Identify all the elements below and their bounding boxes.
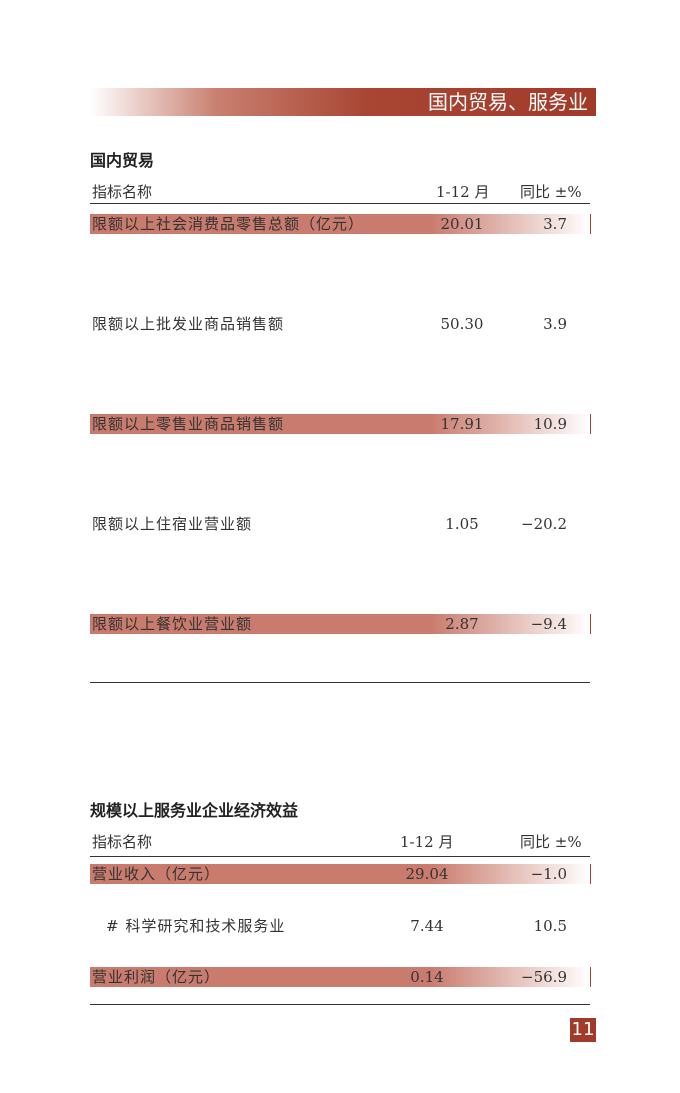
- row-name: 限额以上批发业商品销售额: [92, 315, 285, 333]
- divider: [90, 682, 590, 683]
- row-highlight: [90, 967, 591, 987]
- row-value: 20.01: [440, 215, 484, 233]
- row-yoy: −1.0: [530, 865, 567, 883]
- row-value: 1.05: [445, 515, 479, 533]
- row-name: # 科学研究和技术服务业: [106, 917, 286, 935]
- row-value: 7.44: [410, 917, 444, 935]
- row-value: 50.30: [440, 315, 484, 333]
- header-period: 1-12 月: [436, 183, 490, 201]
- divider: [90, 1004, 590, 1005]
- divider: [90, 856, 590, 857]
- banner-title: 国内贸易、服务业: [428, 90, 588, 114]
- row-name: 营业利润（亿元）: [92, 968, 221, 986]
- domestic-trade-title: 国内贸易: [90, 151, 155, 170]
- header-indicator: 指标名称: [92, 833, 153, 851]
- row-highlight: [90, 214, 591, 234]
- row-highlight: [90, 864, 591, 884]
- row-yoy: 10.9: [533, 415, 567, 433]
- row-highlight: [90, 614, 591, 634]
- header-yoy: 同比 ±%: [520, 833, 582, 851]
- section-banner: 国内贸易、服务业: [90, 88, 596, 116]
- row-yoy: 3.9: [543, 315, 567, 333]
- row-value: 17.91: [440, 415, 484, 433]
- services-title: 规模以上服务业企业经济效益: [90, 801, 299, 820]
- page-number: 11: [570, 1018, 596, 1042]
- row-name: 限额以上住宿业营业额: [92, 515, 253, 533]
- divider: [90, 203, 590, 204]
- row-value: 2.87: [445, 615, 479, 633]
- row-yoy: −56.9: [521, 968, 567, 986]
- row-value: 29.04: [405, 865, 449, 883]
- row-yoy: 3.7: [543, 215, 567, 233]
- row-yoy: 10.5: [533, 917, 567, 935]
- row-name: 限额以上社会消费品零售总额（亿元）: [92, 215, 365, 233]
- row-name: 营业收入（亿元）: [92, 865, 221, 883]
- row-name: 限额以上餐饮业营业额: [92, 615, 253, 633]
- header-yoy: 同比 ±%: [520, 183, 582, 201]
- header-period: 1-12 月: [400, 833, 454, 851]
- row-yoy: −9.4: [530, 615, 567, 633]
- header-indicator: 指标名称: [92, 183, 153, 201]
- row-highlight: [90, 414, 591, 434]
- row-yoy: −20.2: [521, 515, 567, 533]
- row-value: 0.14: [410, 968, 444, 986]
- row-name: 限额以上零售业商品销售额: [92, 415, 285, 433]
